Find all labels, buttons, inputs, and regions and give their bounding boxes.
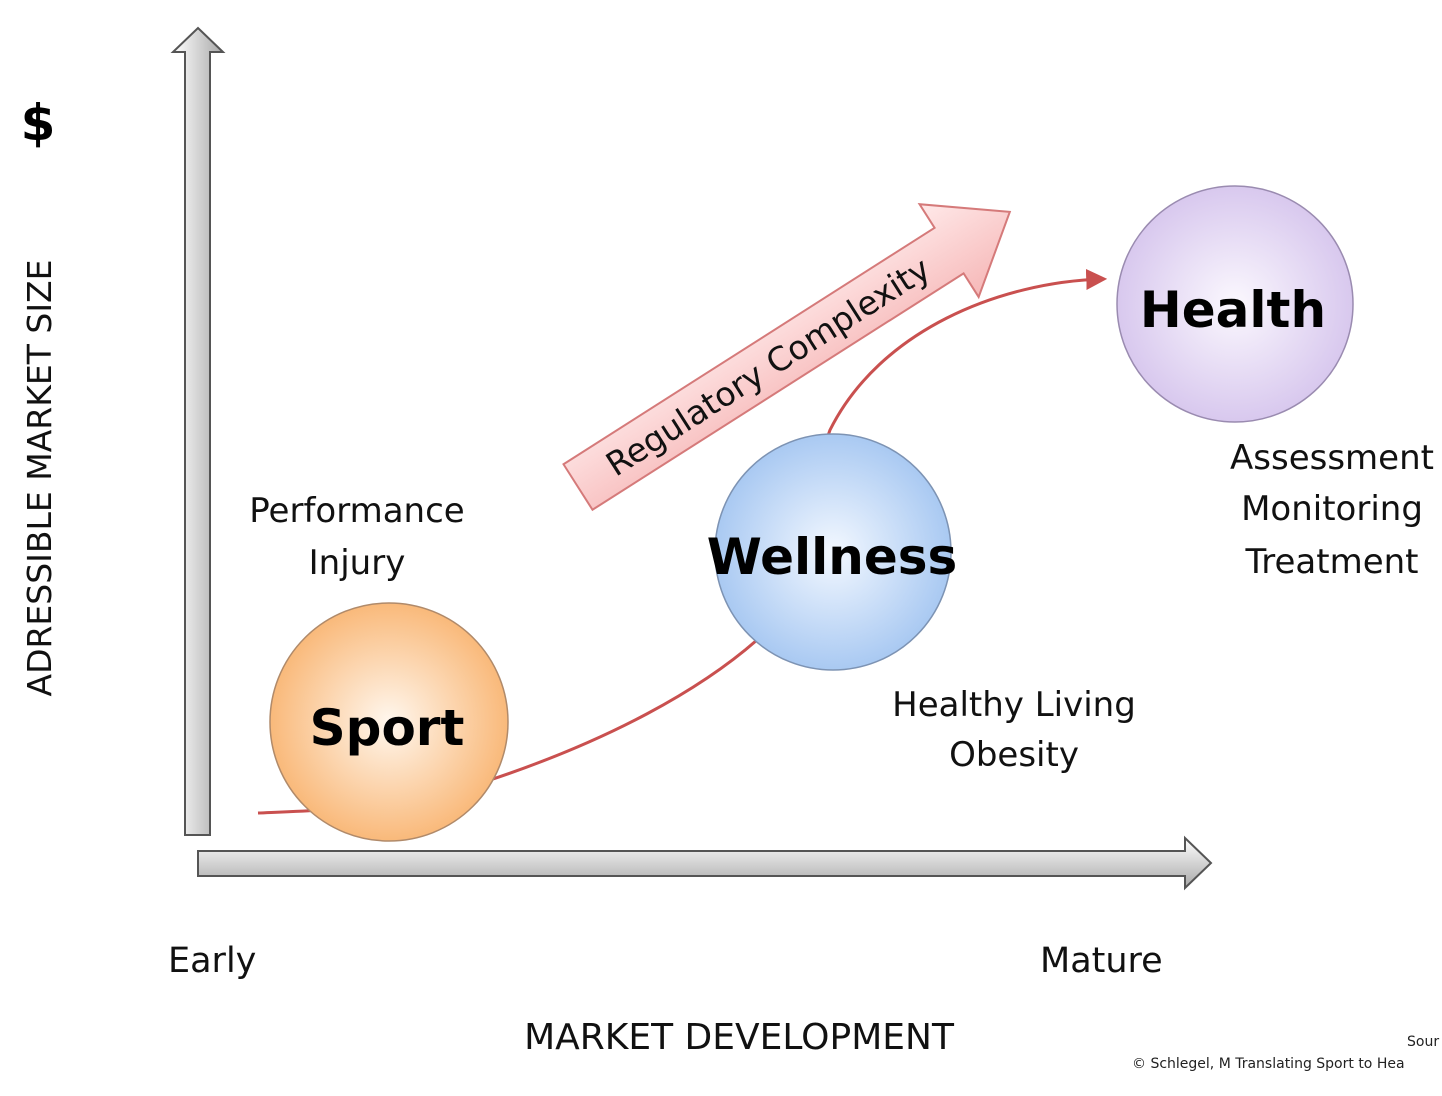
- source-line-1: Sour: [1407, 1034, 1439, 1050]
- y-axis-arrow: [170, 26, 226, 836]
- health-note-assessment: Assessment: [1230, 438, 1434, 478]
- x-axis-end-label: Mature: [1040, 941, 1163, 981]
- y-axis-title: ADRESSIBLE MARKET SIZE: [20, 259, 59, 696]
- sport-note-performance: Performance: [249, 491, 464, 531]
- health-note-treatment: Treatment: [1244, 542, 1418, 582]
- stage-sport: Sport Performance Injury: [249, 491, 509, 842]
- wellness-label: Wellness: [707, 528, 958, 586]
- dollar-symbol: $: [21, 94, 56, 152]
- wellness-bubble: [714, 433, 952, 671]
- stage-wellness: Wellness Healthy Living Obesity: [707, 433, 1136, 775]
- health-bubble: [1116, 185, 1354, 423]
- health-note-monitoring: Monitoring: [1241, 489, 1423, 529]
- health-label: Health: [1140, 281, 1326, 339]
- x-axis-title: MARKET DEVELOPMENT: [524, 1017, 955, 1058]
- x-axis-arrow: [197, 835, 1213, 891]
- stage-health: Health Assessment Monitoring Treatment: [1116, 185, 1434, 582]
- sport-note-injury: Injury: [309, 543, 406, 583]
- x-axis-start-label: Early: [168, 941, 256, 981]
- wellness-note-obesity: Obesity: [949, 735, 1079, 775]
- sport-label: Sport: [310, 699, 465, 757]
- wellness-note-healthy-living: Healthy Living: [892, 685, 1136, 725]
- source-line-2: © Schlegel, M Translating Sport to Hea: [1132, 1056, 1405, 1072]
- sport-bubble: [269, 602, 509, 842]
